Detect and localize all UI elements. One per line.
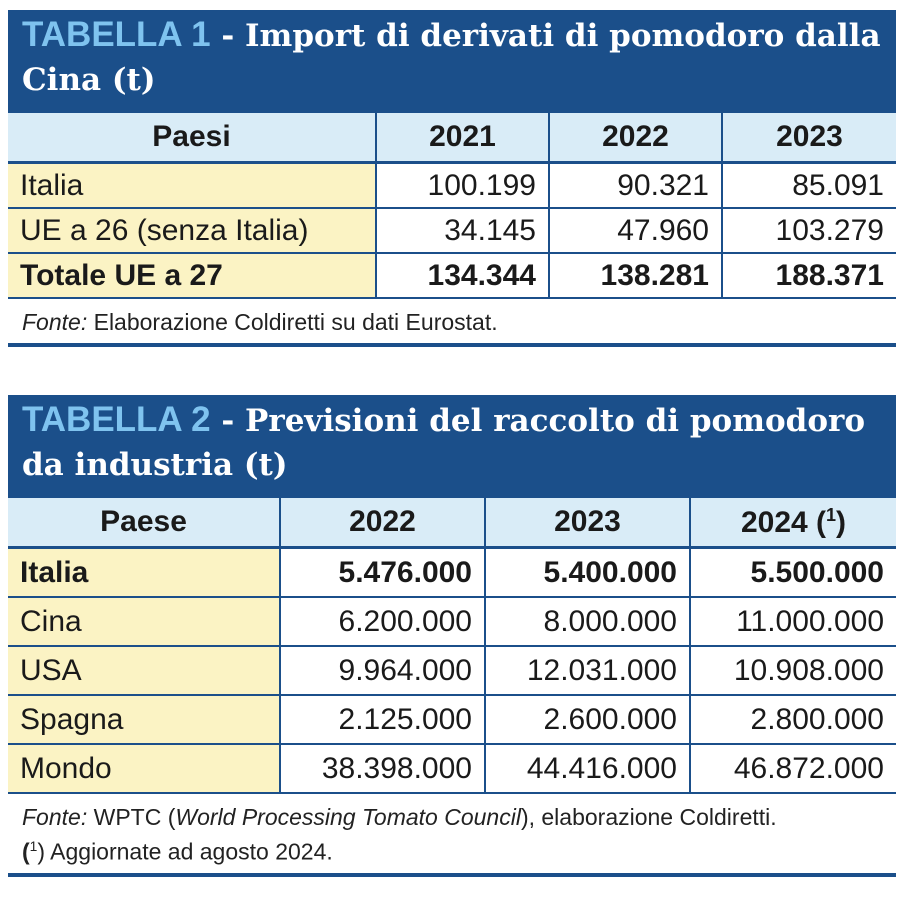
table2-cell: 5.400.000 [484, 547, 690, 598]
table2-title: - Previsioni del raccolto di pomodoro da… [22, 403, 866, 483]
table1-bottom-rule [8, 343, 896, 347]
table1-block: TABELLA 1 - Import di derivati di pomodo… [8, 10, 896, 347]
table1-cell: 134.344 [375, 253, 549, 299]
table1-row: Italia 100.199 90.321 85.091 [8, 162, 896, 209]
table1-title-bar: TABELLA 1 - Import di derivati di pomodo… [8, 10, 896, 113]
table1-cell: 138.281 [548, 253, 722, 299]
table1-row-name: Italia [8, 162, 376, 209]
table2-row-name: Spagna [8, 695, 280, 745]
table2-cell: 2.125.000 [279, 695, 485, 745]
table2-cell: 10.908.000 [689, 646, 896, 696]
table1-title: - Import di derivati di pomodoro dalla C… [22, 18, 881, 98]
table2-note-open: ( [22, 838, 30, 865]
table1-row-name: Totale UE a 27 [8, 253, 376, 299]
table2-note-text: ) Aggiornate ad agosto 2024. [37, 838, 333, 865]
table1-cell: 85.091 [721, 162, 896, 209]
table2-source-italic: World Processing Tomato Council [175, 804, 521, 830]
table2-cell: 9.964.000 [279, 646, 485, 696]
table2-label: TABELLA 2 [22, 400, 211, 439]
table2-cell: 12.031.000 [484, 646, 690, 696]
table2-row-name: Mondo [8, 744, 280, 794]
table1-cell: 103.279 [721, 208, 896, 254]
table1-cell: 188.371 [721, 253, 896, 299]
table2-row: USA 9.964.000 12.031.000 10.908.000 [8, 646, 896, 696]
table1-label: TABELLA 1 [22, 15, 211, 54]
table2-row-name: Italia [8, 547, 280, 598]
table2-cell: 2.800.000 [689, 695, 896, 745]
table1-cell: 47.960 [548, 208, 722, 254]
table2-source: Fonte: WPTC (World Processing Tomato Cou… [8, 794, 896, 873]
table2-row: Cina 6.200.000 8.000.000 11.000.000 [8, 597, 896, 647]
table2-row-name: USA [8, 646, 280, 696]
table2-source-text-a: WPTC ( [87, 804, 176, 830]
table1-row-name: UE a 26 (senza Italia) [8, 208, 376, 254]
table1-total-row: Totale UE a 27 134.344 138.281 188.371 [8, 253, 896, 299]
table1-header-cell: 2023 [721, 113, 896, 164]
table2-source-label: Fonte: [22, 804, 88, 830]
table2-cell: 8.000.000 [484, 597, 690, 647]
table1-header-cell: 2022 [548, 113, 722, 164]
table2-row: Spagna 2.125.000 2.600.000 2.800.000 [8, 695, 896, 745]
table2-header-cell-2024: 2024 (1) [689, 498, 896, 549]
table1-header-cell: 2021 [375, 113, 549, 164]
table2-row: Italia 5.476.000 5.400.000 5.500.000 [8, 547, 896, 598]
table2-bottom-rule [8, 872, 896, 877]
table2-note-sup: 1 [29, 839, 38, 854]
table1-cell: 100.199 [375, 162, 549, 209]
table2-cell: 46.872.000 [689, 744, 896, 794]
table2-cell: 2.600.000 [484, 695, 690, 745]
table2-cell: 5.500.000 [689, 547, 896, 598]
table2-source-text-b: ), elaborazione Coldiretti. [520, 804, 777, 830]
table2-cell: 44.416.000 [484, 744, 690, 794]
table2-cell: 38.398.000 [279, 744, 485, 794]
table2-header-cell: Paese [8, 498, 280, 549]
table2-cell: 6.200.000 [279, 597, 485, 647]
table1-header-row: Paesi 2021 2022 2023 [8, 113, 896, 164]
table2-header-note-close: ) [836, 505, 847, 539]
table2-header-note-sup: 1 [826, 504, 837, 525]
table2-header-cell: 2022 [279, 498, 485, 549]
table2-source-line: Fonte: WPTC (World Processing Tomato Cou… [22, 802, 882, 832]
table2-cell: 5.476.000 [279, 547, 485, 598]
table2-header-2024-text: 2024 ( [740, 505, 827, 539]
table1-header-cell: Paesi [8, 113, 376, 164]
table1-cell: 90.321 [548, 162, 722, 209]
table1-cell: 34.145 [375, 208, 549, 254]
table1-row: UE a 26 (senza Italia) 34.145 47.960 103… [8, 208, 896, 254]
table2-row: Mondo 38.398.000 44.416.000 46.872.000 [8, 744, 896, 794]
table2-header-cell: 2023 [484, 498, 690, 549]
table1-source-label: Fonte: [22, 309, 88, 335]
table2: Paese 2022 2023 2024 (1) Italia 5.476.00… [8, 498, 896, 794]
table1: Paesi 2021 2022 2023 Italia 100.199 90.3… [8, 113, 896, 299]
table2-row-name: Cina [8, 597, 280, 647]
table2-cell: 11.000.000 [689, 597, 896, 647]
table2-title-bar: TABELLA 2 - Previsioni del raccolto di p… [8, 395, 896, 498]
table2-note-line: (1) Aggiornate ad agosto 2024. [22, 832, 882, 867]
table2-block: TABELLA 2 - Previsioni del raccolto di p… [8, 395, 896, 877]
table1-source-text: Elaborazione Coldiretti su dati Eurostat… [87, 309, 498, 335]
table2-header-row: Paese 2022 2023 2024 (1) [8, 498, 896, 549]
table1-source: Fonte: Elaborazione Coldiretti su dati E… [8, 299, 896, 343]
